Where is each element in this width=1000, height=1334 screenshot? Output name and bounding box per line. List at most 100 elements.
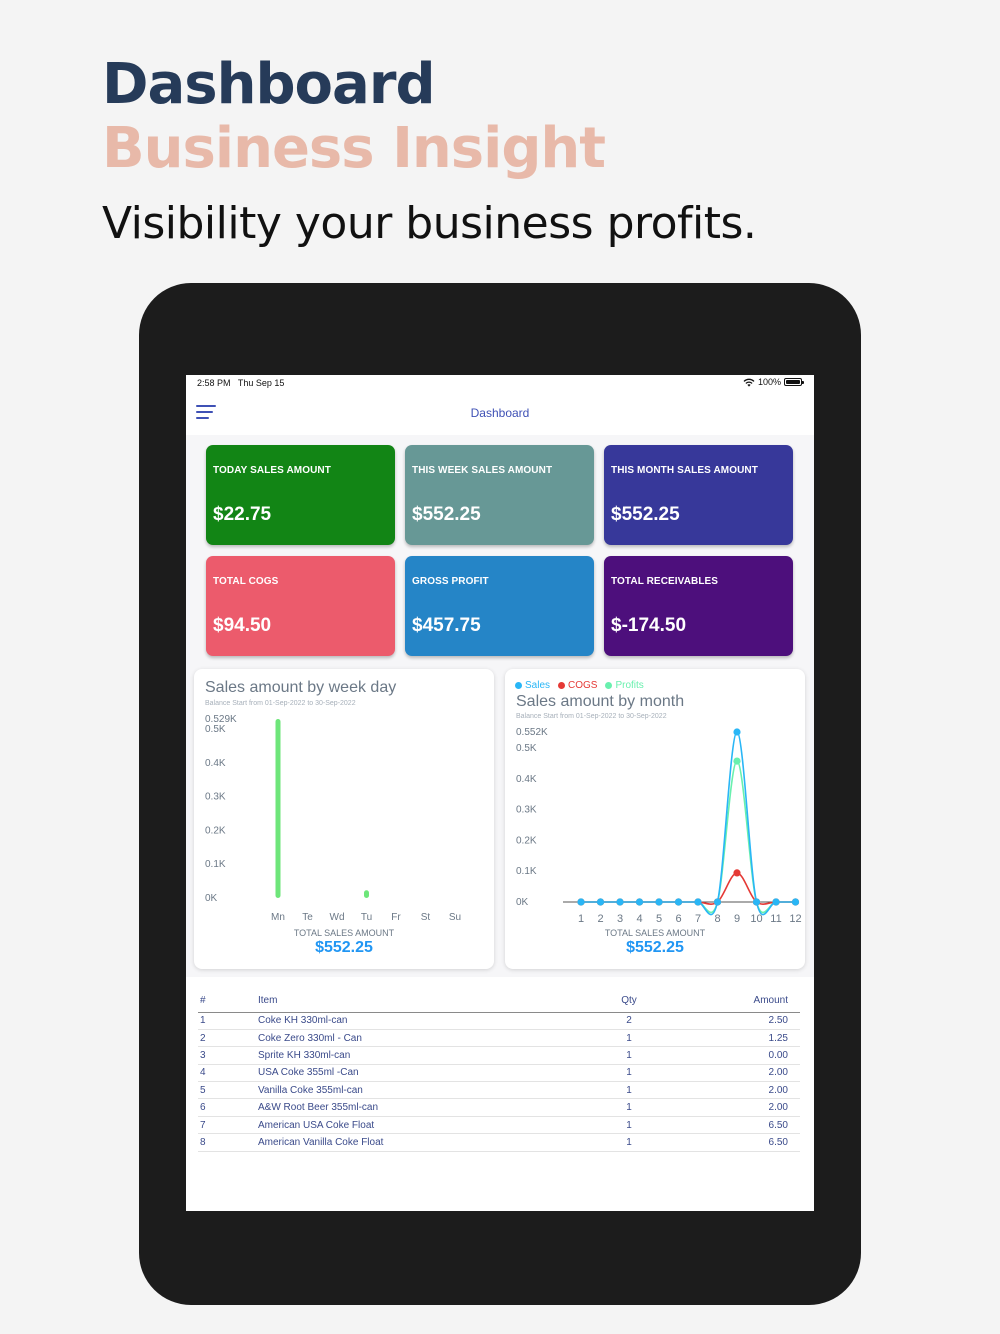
- row-num: 4: [198, 1064, 256, 1083]
- table-row[interactable]: 5 Vanilla Coke 355ml-can 1 2.00: [198, 1081, 800, 1100]
- card-value: $457.75: [412, 615, 481, 636]
- card-value: $-174.50: [611, 615, 687, 636]
- table-row[interactable]: 8 American Vanilla Coke Float 1 6.50: [198, 1133, 800, 1152]
- card-label: THIS WEEK SALES AMOUNT: [412, 465, 553, 476]
- battery-percent: 100%: [757, 377, 781, 387]
- weekday-chart-panel: Sales amount by week day Balance Start f…: [194, 669, 494, 969]
- y-tick-label: 0K: [205, 893, 218, 904]
- card-value: $22.75: [213, 504, 272, 525]
- series-point-sales: [752, 898, 761, 906]
- row-num: 3: [198, 1046, 256, 1065]
- series-point-sales: [694, 898, 702, 906]
- x-tick-label: Tu: [361, 912, 372, 923]
- series-point-sales: [655, 898, 663, 906]
- status-bar: 2:58 PM Thu Sep 15 100%: [186, 375, 814, 393]
- row-num: 6: [198, 1098, 256, 1117]
- row-qty: 1: [579, 1029, 680, 1048]
- col-header-item: Item: [256, 991, 580, 1013]
- row-amount: 0.00: [679, 1046, 800, 1065]
- weekday-bar: [364, 890, 369, 898]
- row-amount: 2.00: [679, 1064, 800, 1083]
- row-amount: 6.50: [679, 1133, 800, 1152]
- card-total-receivables[interactable]: TOTAL RECEIVABLES $-174.50: [604, 556, 793, 656]
- table-row[interactable]: 3 Sprite KH 330ml-can 1 0.00: [198, 1046, 800, 1065]
- x-tick-label: Fr: [391, 912, 401, 923]
- y-tick-label: 0.4K: [516, 774, 537, 785]
- card-label: TODAY SALES AMOUNT: [213, 465, 331, 476]
- x-tick-label: 5: [656, 913, 662, 924]
- menu-icon[interactable]: [196, 405, 216, 421]
- row-num: 7: [198, 1116, 256, 1135]
- card-value: $552.25: [412, 504, 481, 525]
- x-tick-label: Te: [302, 912, 313, 923]
- x-tick-label: 11: [770, 913, 781, 924]
- items-table-panel: # Item Qty Amount 1 Coke KH 330ml-can 2 2.5…: [186, 977, 814, 1211]
- month-chart-title: Sales amount by month: [516, 693, 685, 710]
- weekday-total-value: $552.25: [315, 939, 373, 956]
- legend-item-sales: Sales: [515, 680, 550, 691]
- table-row[interactable]: 6 A&W Root Beer 355ml-can 1 2.00: [198, 1098, 800, 1117]
- card-gross-profit[interactable]: GROSS PROFIT $457.75: [405, 556, 594, 656]
- row-amount: 6.50: [679, 1116, 800, 1135]
- month-chart-legend: Sales COGS Profits: [515, 680, 644, 691]
- weekday-total-label: TOTAL SALES AMOUNT: [293, 928, 395, 938]
- status-time: 2:58 PM: [197, 378, 231, 388]
- y-tick-label: 0.529K: [205, 714, 237, 725]
- x-tick-label: Wd: [330, 912, 345, 923]
- row-num: 2: [198, 1029, 256, 1048]
- legend-label: Profits: [615, 680, 644, 691]
- x-tick-label: St: [421, 912, 431, 923]
- row-qty: 1: [579, 1064, 680, 1083]
- row-num: 5: [198, 1081, 256, 1100]
- card-week-sales[interactable]: THIS WEEK SALES AMOUNT $552.25: [405, 445, 594, 545]
- row-item: American USA Coke Float: [256, 1116, 580, 1135]
- row-qty: 1: [579, 1081, 680, 1100]
- series-line-cogs: [581, 872, 796, 905]
- y-tick-label: 0.552K: [516, 727, 548, 738]
- hero-title: Dashboard: [102, 52, 436, 117]
- x-tick-label: 2: [597, 913, 603, 924]
- card-label: THIS MONTH SALES AMOUNT: [611, 465, 758, 476]
- series-line-sales: [581, 731, 796, 916]
- row-qty: 1: [579, 1133, 680, 1152]
- row-item: A&W Root Beer 355ml-can: [256, 1098, 580, 1117]
- legend-item-profits: Profits: [605, 680, 644, 691]
- card-total-cogs[interactable]: TOTAL COGS $94.50: [206, 556, 395, 656]
- table-row[interactable]: 7 American USA Coke Float 1 6.50: [198, 1116, 800, 1135]
- table-row[interactable]: 4 USA Coke 355ml -Can 1 2.00: [198, 1064, 800, 1083]
- series-point-sales: [635, 898, 644, 906]
- x-tick-label: 8: [714, 913, 720, 924]
- row-num: 8: [198, 1133, 256, 1152]
- table-header-row: # Item Qty Amount: [198, 991, 800, 1013]
- card-today-sales[interactable]: TODAY SALES AMOUNT $22.75: [206, 445, 395, 545]
- card-month-sales[interactable]: THIS MONTH SALES AMOUNT $552.25: [604, 445, 793, 545]
- row-amount: 1.25: [679, 1029, 800, 1048]
- y-tick-label: 0K: [516, 897, 529, 908]
- legend-item-cogs: COGS: [558, 680, 597, 691]
- weekday-chart-subtitle: Balance Start from 01-Sep-2022 to 30-Sep…: [205, 700, 356, 707]
- x-tick-label: 10: [750, 913, 762, 924]
- tablet-screen: 2:58 PM Thu Sep 15 100% Dashboard TODAY …: [186, 375, 814, 1211]
- series-point-sales: [713, 898, 722, 906]
- series-point-sales: [577, 898, 585, 906]
- row-item: American Vanilla Coke Float: [256, 1133, 580, 1152]
- card-value: $552.25: [611, 504, 680, 525]
- table-row[interactable]: 1 Coke KH 330ml-can 2 2.50: [198, 1012, 800, 1030]
- series-point-sales: [596, 898, 605, 906]
- row-item: Sprite KH 330ml-can: [256, 1046, 580, 1065]
- month-total-label: TOTAL SALES AMOUNT: [604, 928, 706, 938]
- row-item: USA Coke 355ml -Can: [256, 1064, 580, 1083]
- app-bar-title: Dashboard: [470, 406, 530, 420]
- wifi-icon: [743, 378, 755, 387]
- y-tick-label: 0.1K: [516, 866, 537, 877]
- legend-label: Sales: [525, 680, 551, 691]
- legend-dot: [558, 682, 566, 689]
- x-tick-label: 3: [617, 913, 623, 924]
- legend-label: COGS: [568, 680, 598, 691]
- status-date: Thu Sep 15: [237, 378, 285, 388]
- card-value: $94.50: [213, 615, 272, 636]
- table-row[interactable]: 2 Coke Zero 330ml - Can 1 1.25: [198, 1029, 800, 1048]
- row-amount: 2.00: [679, 1081, 800, 1100]
- row-qty: 1: [579, 1046, 680, 1065]
- month-chart-subtitle: Balance Start from 01-Sep-2022 to 30-Sep…: [516, 713, 667, 720]
